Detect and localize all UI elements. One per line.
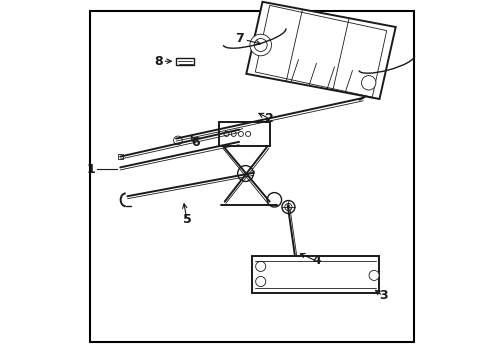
Circle shape xyxy=(231,131,236,136)
Circle shape xyxy=(368,270,378,280)
Text: 1: 1 xyxy=(86,163,95,176)
Circle shape xyxy=(361,76,375,90)
Text: 7: 7 xyxy=(234,32,243,45)
Circle shape xyxy=(249,34,271,56)
Polygon shape xyxy=(246,2,395,99)
Circle shape xyxy=(282,201,294,213)
Circle shape xyxy=(266,193,281,207)
Circle shape xyxy=(173,136,182,145)
Text: 4: 4 xyxy=(311,255,320,267)
Text: 5: 5 xyxy=(182,213,191,226)
Circle shape xyxy=(255,276,265,287)
Polygon shape xyxy=(176,58,194,65)
Circle shape xyxy=(245,131,250,136)
Text: 3: 3 xyxy=(378,289,386,302)
Circle shape xyxy=(284,203,291,211)
Polygon shape xyxy=(250,171,254,175)
Polygon shape xyxy=(118,154,122,159)
Text: 8: 8 xyxy=(153,55,162,68)
Circle shape xyxy=(254,39,266,51)
Text: 6: 6 xyxy=(191,136,200,149)
Circle shape xyxy=(255,261,265,271)
Text: 2: 2 xyxy=(265,112,273,125)
Circle shape xyxy=(224,131,228,136)
Polygon shape xyxy=(251,256,379,293)
Circle shape xyxy=(237,166,253,181)
Circle shape xyxy=(238,131,243,136)
Polygon shape xyxy=(219,122,269,146)
